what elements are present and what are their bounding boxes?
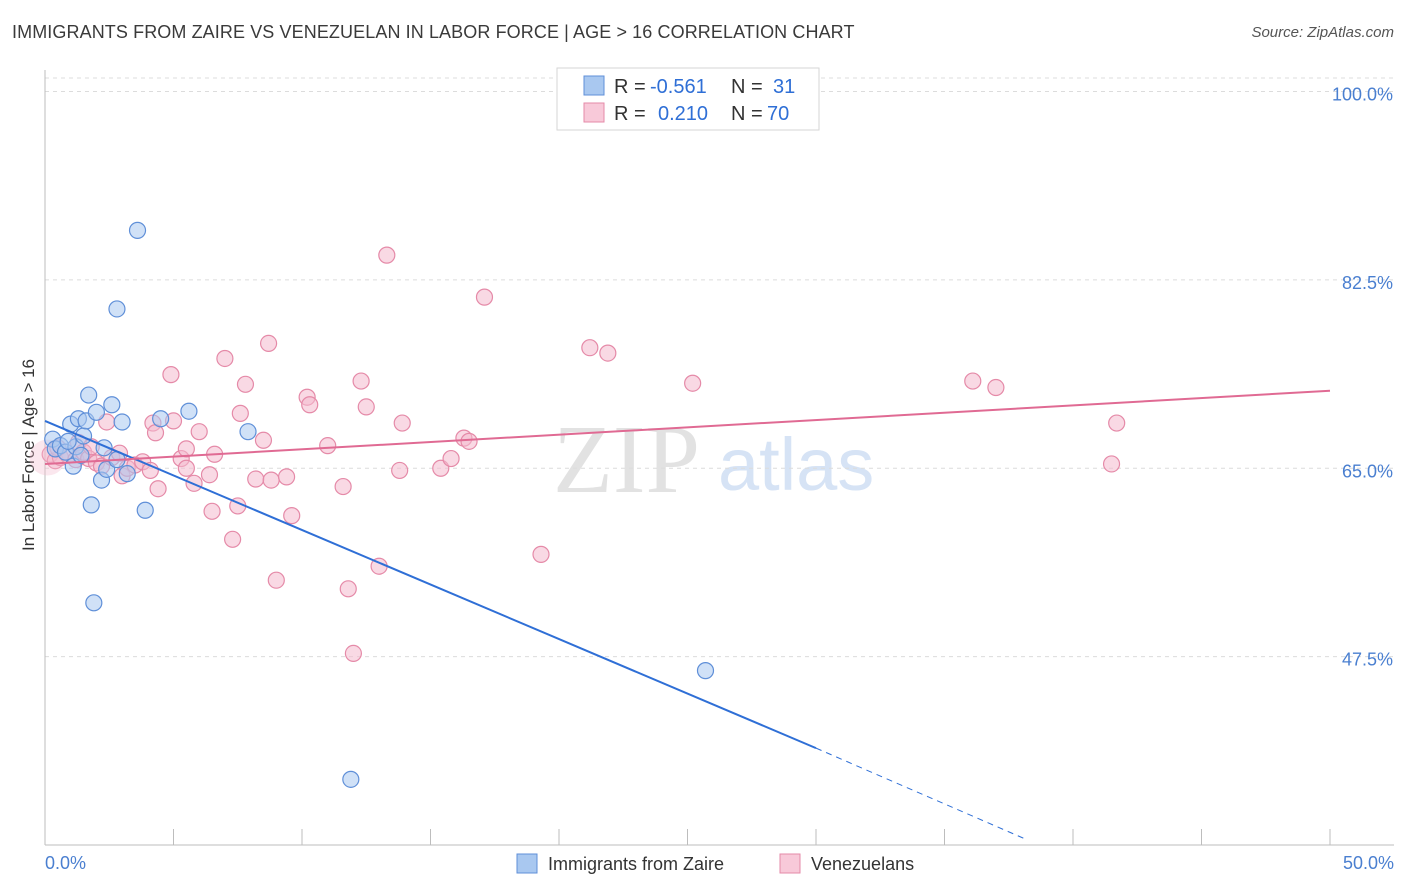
zaire-point [82, 496, 100, 514]
bottom-legend: Immigrants from Zaire Venezuelans [516, 853, 914, 874]
legend-n-label-pink: N = [731, 103, 763, 125]
venezuelan-point [357, 398, 375, 416]
venezuelan-point [216, 349, 234, 368]
y-axis-title: In Labor Force | Age > 16 [19, 359, 38, 551]
venezuelan-point [162, 366, 180, 384]
venezuelan-point [200, 466, 219, 484]
x-tick-label-min: 0.0% [45, 853, 86, 873]
venezuelan-point [203, 502, 221, 520]
venezuelan-point [344, 644, 362, 663]
venezuelan-point [236, 375, 255, 393]
zaire-point [342, 770, 360, 788]
zaire-point [113, 413, 131, 431]
legend-swatch-pink [583, 102, 605, 123]
chart-source: Source: ZipAtlas.com [1251, 24, 1394, 41]
x-tick-label-max: 50.0% [1343, 853, 1394, 873]
venezuelan-point [1108, 414, 1126, 432]
legend-r-label-blue: R = [614, 76, 646, 98]
zaire-point [87, 403, 106, 421]
venezuelan-point [964, 372, 982, 390]
bottom-legend-label-venezuelans: Venezuelans [811, 854, 914, 874]
zaire-trend-line [44, 419, 817, 750]
zaire-point [136, 501, 154, 519]
watermark-atlas: atlas [718, 423, 874, 506]
trend-lines [44, 389, 1331, 841]
venezuelan-point [987, 378, 1005, 397]
venezuelan-point [352, 372, 370, 390]
zaire-point [128, 221, 147, 239]
legend-n-value-blue: 31 [773, 76, 795, 98]
zaire-point [59, 432, 77, 450]
zaire-point [180, 402, 198, 420]
venezuelan-point [475, 288, 494, 306]
venezuelan-point [339, 580, 357, 598]
y-tick-label: 47.5% [1342, 650, 1393, 670]
zaire-point [152, 410, 170, 428]
venezuelan-point [231, 404, 249, 422]
venezuelan-point [301, 396, 319, 414]
legend-r-label-pink: R = [614, 103, 646, 125]
zaire-point [108, 300, 126, 318]
legend-r-value-blue: -0.561 [650, 76, 707, 98]
venezuelan-point [442, 449, 460, 468]
y-tick-label: 100.0% [1332, 85, 1393, 105]
y-axis-tick-labels: 47.5% 65.0% 82.5% 100.0% [1332, 85, 1393, 670]
venezuelan-point [224, 530, 242, 548]
y-tick-label: 65.0% [1342, 461, 1393, 481]
venezuelan-point [532, 545, 550, 563]
y-tick-label: 82.5% [1342, 273, 1393, 293]
venezuelan-point [334, 477, 352, 496]
legend-swatch-blue [583, 75, 605, 96]
venezuelan-trend-line [44, 389, 1331, 465]
venezuelan-point [283, 507, 301, 525]
venezuelan-point [319, 437, 337, 455]
legend-r-value-pink: 0.210 [658, 103, 708, 125]
series-zaire [44, 221, 715, 788]
venezuelan-point [254, 431, 273, 449]
legend-n-label-blue: N = [731, 76, 763, 98]
zaire-point [72, 446, 90, 464]
bottom-legend-label-zaire: Immigrants from Zaire [548, 854, 724, 874]
venezuelan-point [393, 414, 411, 432]
zaire-point [80, 386, 98, 404]
chart-title: IMMIGRANTS FROM ZAIRE VS VENEZUELAN IN L… [12, 22, 855, 42]
venezuelan-point [277, 468, 296, 486]
venezuelan-point [177, 440, 195, 458]
venezuelan-point [247, 470, 265, 488]
venezuelan-point [581, 339, 599, 357]
bottom-legend-swatch-pink [779, 853, 801, 874]
venezuelan-point [177, 459, 195, 477]
x-axis-ticks [44, 829, 1331, 845]
zaire-point [239, 423, 257, 441]
venezuelan-point [378, 246, 396, 264]
venezuelan-point [460, 432, 478, 450]
venezuelan-point [267, 571, 285, 589]
bottom-legend-swatch-blue [516, 853, 538, 874]
zaire-point [103, 396, 121, 414]
venezuelan-point [684, 374, 702, 392]
zaire-point [118, 465, 136, 483]
zaire-point [696, 662, 715, 680]
venezuelan-point [391, 461, 409, 480]
zaire-trend-extrapolation [815, 747, 1027, 841]
venezuelan-point [1102, 455, 1121, 473]
legend-n-value-pink: 70 [767, 103, 789, 125]
gridlines [45, 77, 1394, 658]
watermark-zip: ZIP [553, 406, 700, 514]
venezuelan-point [259, 334, 278, 353]
zaire-point [85, 594, 103, 612]
legend-box: R = -0.561 N = 31 R = 0.210 N = 70 [556, 67, 820, 131]
venezuelan-point [190, 423, 208, 441]
venezuelan-point [599, 344, 617, 362]
venezuelan-point [149, 480, 167, 498]
venezuelan-point [262, 471, 280, 489]
